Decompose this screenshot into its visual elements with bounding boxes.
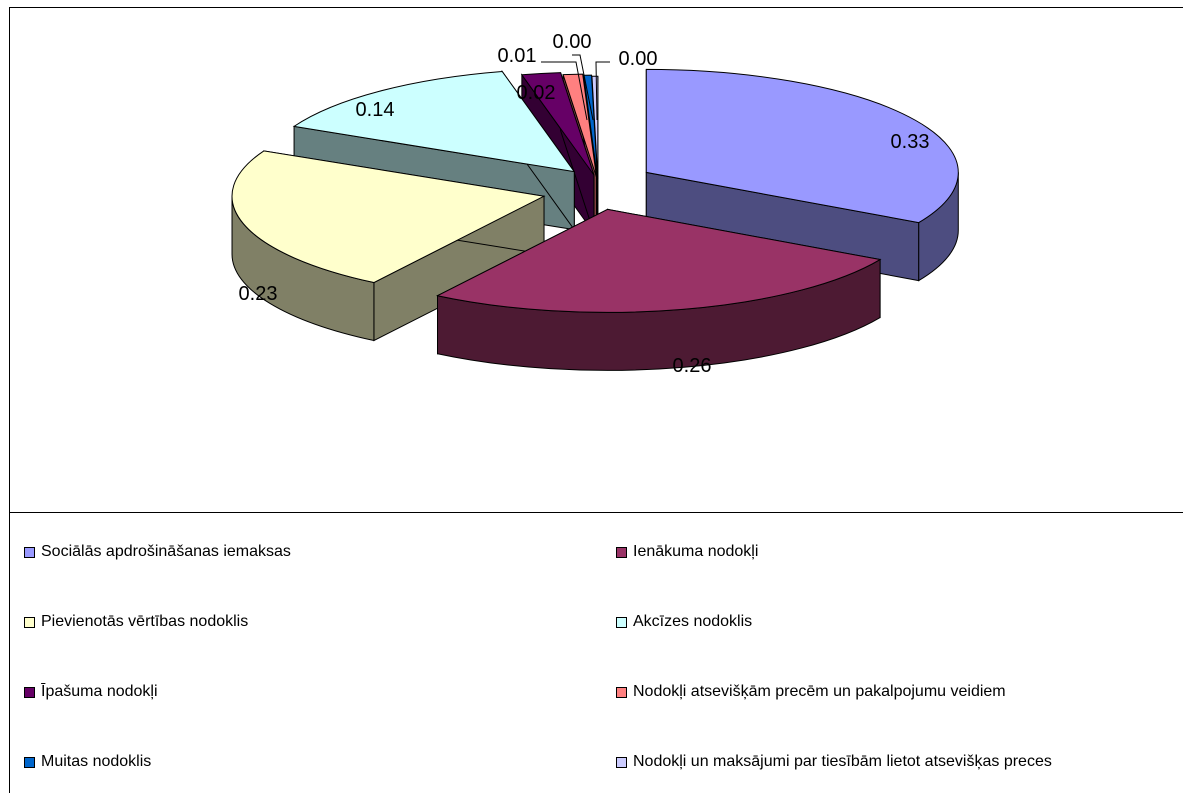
legend-item-4: Akcīzes nodoklis (616, 613, 752, 631)
pie-chart: 0.33 0.26 0.23 0.14 0.02 0.01 0.00 0.00 (231, 31, 959, 377)
legend-label-4: Akcīzes nodoklis (633, 613, 753, 630)
leader-line-1 (541, 61, 588, 121)
legend-item-1: Sociālās apdrošināšanas iemaksas (24, 543, 291, 561)
legend-item-8: Nodokļi un maksājumi par tiesībām lietot… (616, 753, 1052, 771)
legend-swatch-1 (24, 546, 35, 558)
pie-slice-top-2 (436, 208, 882, 313)
legend-label-6: Nodokļi atsevišķām precēm un pakalpojumu… (633, 683, 1006, 700)
legend-swatch-3 (24, 616, 35, 628)
chart-area (9, 7, 1183, 793)
data-label-4: 0.14 (356, 99, 395, 121)
legend-item-5: Īpašuma nodokļi (24, 683, 158, 701)
legend-label-1: Sociālās apdrošināšanas iemaksas (41, 543, 291, 560)
data-label-5: 0.02 (517, 82, 556, 104)
pie-slice-3 (231, 150, 546, 342)
data-label-1: 0.33 (891, 131, 930, 153)
legend-swatch-7 (24, 756, 35, 768)
legend-swatch-4 (616, 616, 627, 628)
pie-slice-1 (645, 68, 959, 282)
legend-label-2: Ienākuma nodokļi (633, 543, 759, 560)
legend-swatch-2 (616, 546, 627, 558)
legend-item-3: Pievienotās vērtības nodoklis (24, 613, 248, 631)
pie-slice-top-4 (292, 70, 576, 173)
legend-label-7: Muitas nodoklis (41, 753, 152, 770)
legend-item-7: Muitas nodoklis (24, 753, 151, 771)
legend-item-6: Nodokļi atsevišķām precēm un pakalpojumu… (616, 683, 1006, 701)
legend-swatch-5 (24, 686, 35, 698)
data-label-8: 0.00 (619, 48, 658, 70)
data-label-6: 0.01 (498, 45, 537, 67)
legend-item-2: Ienākuma nodokļi (616, 543, 758, 561)
leader-line-2 (572, 54, 594, 121)
legend-label-8: Nodokļi un maksājumi par tiesībām lietot… (633, 753, 1052, 770)
pie-slice-2 (436, 208, 882, 371)
pie-slice-top-6 (562, 73, 597, 178)
pie-slice-top-3 (231, 150, 546, 284)
legend-swatch-8 (616, 756, 627, 768)
data-label-3: 0.23 (239, 283, 278, 305)
legend-swatch-6 (616, 686, 627, 698)
legend-label-5: Īpašuma nodokļi (41, 683, 158, 700)
data-label-2: 0.26 (673, 355, 712, 377)
legend: Sociālās apdrošināšanas iemaksas Ienākuma… (9, 512, 1183, 793)
legend-label-3: Pievienotās vērtības nodoklis (41, 613, 249, 630)
data-label-7: 0.00 (553, 31, 592, 53)
leader-line-3 (595, 61, 610, 121)
pie-slice-top-5 (520, 72, 595, 176)
pie-slice-top-1 (645, 68, 959, 224)
